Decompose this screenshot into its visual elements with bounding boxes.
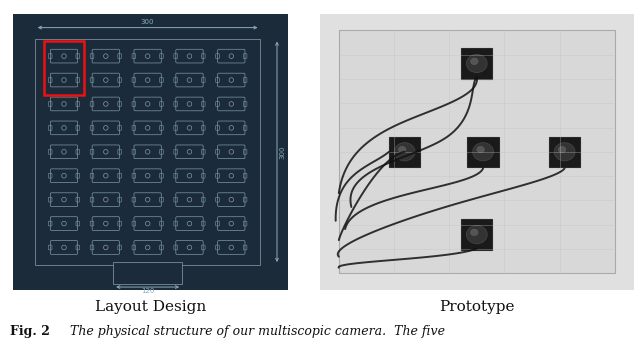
Circle shape bbox=[394, 143, 415, 161]
Bar bbox=[549, 137, 580, 167]
Bar bbox=[35, 39, 260, 265]
Text: Prototype: Prototype bbox=[439, 300, 515, 314]
Text: 120: 120 bbox=[141, 288, 154, 294]
Circle shape bbox=[470, 229, 478, 236]
Text: 300: 300 bbox=[280, 145, 285, 159]
Bar bbox=[461, 219, 493, 250]
Bar bbox=[467, 137, 499, 167]
Circle shape bbox=[477, 146, 484, 153]
Bar bbox=[389, 137, 420, 167]
Circle shape bbox=[467, 226, 487, 244]
Circle shape bbox=[554, 143, 575, 161]
Circle shape bbox=[473, 143, 493, 161]
Circle shape bbox=[467, 55, 487, 72]
Text: The physical structure of our multiscopic camera.  The five: The physical structure of our multiscopi… bbox=[54, 325, 445, 338]
Text: Fig. 2: Fig. 2 bbox=[10, 325, 49, 338]
Text: Layout Design: Layout Design bbox=[95, 300, 206, 314]
Circle shape bbox=[558, 146, 566, 153]
Bar bbox=[44, 41, 84, 95]
Text: 300: 300 bbox=[141, 19, 154, 25]
Bar bbox=[113, 262, 182, 284]
Bar bbox=[461, 48, 493, 79]
Bar bbox=[339, 30, 615, 273]
Circle shape bbox=[398, 146, 406, 153]
Circle shape bbox=[470, 58, 478, 65]
